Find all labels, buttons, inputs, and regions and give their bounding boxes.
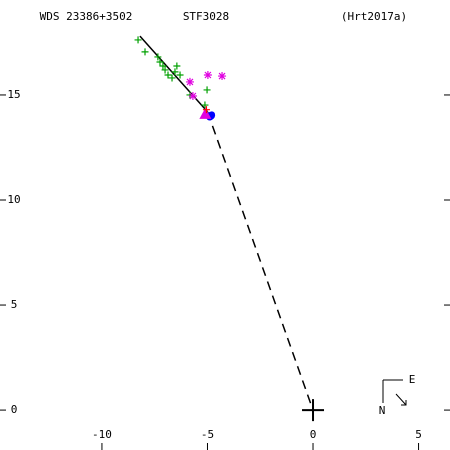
y-tick-label: 0 [11, 403, 18, 416]
observation [173, 62, 181, 70]
x-tick-label: 0 [310, 428, 317, 441]
orbit-line [139, 35, 209, 113]
observation [176, 71, 184, 79]
y-tick-label: 10 [7, 193, 20, 206]
compass-arrow [395, 393, 407, 406]
y-tick-label: 15 [7, 88, 20, 101]
primary-star [302, 399, 325, 422]
position-marker [199, 107, 212, 119]
observation [171, 68, 179, 76]
compass-arrowhead [401, 400, 407, 406]
x-tick-label: -10 [92, 428, 112, 441]
observation [201, 101, 209, 109]
observation [168, 74, 176, 82]
orbit-line [206, 111, 314, 411]
observation [188, 92, 197, 101]
observation [203, 71, 212, 79]
observation [156, 58, 164, 66]
y-tick-label: 5 [11, 298, 18, 311]
compass [382, 379, 407, 406]
observation [161, 66, 169, 74]
compass-north: N [379, 404, 386, 417]
chart-title: WDS 23386+3502 [40, 10, 133, 23]
observation [154, 53, 162, 61]
observation [164, 71, 172, 79]
observation [203, 86, 211, 94]
observation [185, 77, 194, 86]
observation [202, 106, 210, 114]
reference: (Hrt2017a) [341, 10, 407, 23]
observation [134, 36, 142, 44]
x-tick-label: 5 [415, 428, 422, 441]
observation [218, 72, 227, 81]
compass-east: E [409, 373, 416, 386]
chart-subtitle: STF3028 [183, 10, 229, 23]
observation [159, 62, 167, 70]
x-tick-label: -5 [201, 428, 214, 441]
observation [141, 48, 149, 56]
